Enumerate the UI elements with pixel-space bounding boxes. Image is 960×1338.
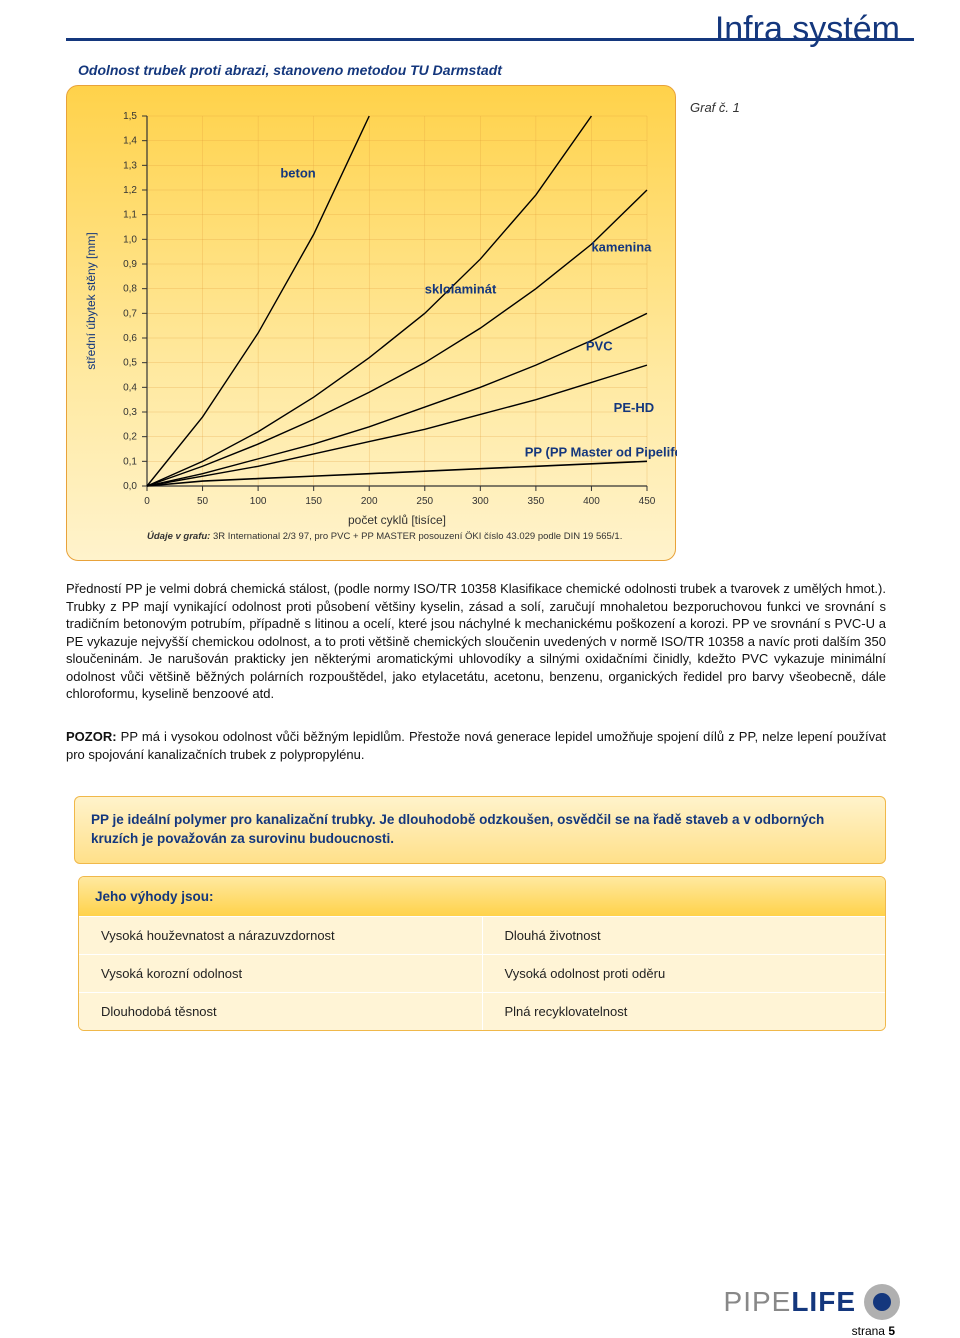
footer-logo: PIPELIFE	[724, 1284, 900, 1320]
paragraph-warning: POZOR: PP má i vysokou odolnost vůči běž…	[66, 728, 886, 763]
advantage-row: Dlouhodobá těsnostPlná recyklovatelnost	[79, 992, 885, 1030]
paragraph-chemical-resistance: Předností PP je velmi dobrá chemická stá…	[66, 580, 886, 703]
svg-text:0,5: 0,5	[123, 358, 137, 369]
svg-text:1,1: 1,1	[123, 210, 137, 221]
advantage-cell: Dlouhodobá těsnost	[79, 993, 483, 1030]
advantage-cell: Vysoká houževnatost a nárazuvzdornost	[79, 917, 483, 954]
svg-text:100: 100	[250, 496, 267, 507]
abrasion-chart: 0 50 100 150 200 250 300 350 400 450 0,0 0,1 0,2 0,3 0…	[67, 86, 677, 562]
svg-text:PE-HD: PE-HD	[614, 400, 654, 415]
advantage-row: Vysoká houževnatost a nárazuvzdornostDlo…	[79, 916, 885, 954]
svg-text:kamenina: kamenina	[591, 240, 652, 255]
svg-text:PP (PP Master od Pipelife): PP (PP Master od Pipelife)	[525, 444, 677, 459]
advantage-cell: Vysoká korozní odolnost	[79, 955, 483, 992]
svg-text:0,6: 0,6	[123, 333, 137, 344]
chart-source: Údaje v grafu: 3R International 2/3 97, …	[147, 531, 622, 542]
svg-text:beton: beton	[280, 166, 315, 181]
svg-text:50: 50	[197, 496, 209, 507]
svg-text:1,2: 1,2	[123, 185, 137, 196]
brand-title: Infra systém	[715, 10, 900, 49]
svg-text:0,0: 0,0	[123, 481, 137, 492]
advantages-card: Jeho výhody jsou: Vysoká houževnatost a …	[78, 876, 886, 1031]
svg-text:200: 200	[361, 496, 378, 507]
svg-text:0,4: 0,4	[123, 382, 137, 393]
svg-text:0,7: 0,7	[123, 308, 137, 319]
svg-text:sklolaminát: sklolaminát	[425, 282, 497, 297]
svg-text:400: 400	[583, 496, 600, 507]
svg-text:250: 250	[416, 496, 433, 507]
logo-text: PIPELIFE	[724, 1286, 856, 1318]
svg-text:300: 300	[472, 496, 489, 507]
svg-text:střední úbytek stěny [mm]: střední úbytek stěny [mm]	[84, 232, 98, 369]
svg-text:1,4: 1,4	[123, 136, 137, 147]
chart-caption: Odolnost trubek proti abrazi, stanoveno …	[78, 62, 502, 78]
svg-text:1,5: 1,5	[123, 111, 137, 122]
svg-text:350: 350	[528, 496, 545, 507]
svg-text:1,0: 1,0	[123, 234, 137, 245]
callout-ideal-polymer: PP je ideální polymer pro kanalizační tr…	[74, 796, 886, 864]
svg-text:150: 150	[305, 496, 322, 507]
advantages-header: Jeho výhody jsou:	[79, 877, 885, 916]
svg-text:450: 450	[639, 496, 656, 507]
svg-text:0,3: 0,3	[123, 407, 137, 418]
svg-text:1,3: 1,3	[123, 160, 137, 171]
advantage-cell: Plná recyklovatelnost	[483, 993, 886, 1030]
advantage-row: Vysoká korozní odolnostVysoká odolnost p…	[79, 954, 885, 992]
svg-text:0,9: 0,9	[123, 259, 137, 270]
page-number: strana 5	[852, 1324, 895, 1338]
svg-text:0,2: 0,2	[123, 432, 137, 443]
abrasion-chart-card: 0 50 100 150 200 250 300 350 400 450 0,0 0,1 0,2 0,3 0…	[66, 85, 676, 561]
svg-text:0: 0	[144, 496, 150, 507]
chart-number-label: Graf č. 1	[690, 100, 740, 115]
svg-text:PVC: PVC	[586, 338, 613, 353]
logo-icon	[864, 1284, 900, 1320]
advantage-cell: Dlouhá životnost	[483, 917, 886, 954]
svg-text:0,1: 0,1	[123, 456, 137, 467]
svg-text:0,8: 0,8	[123, 284, 137, 295]
advantage-cell: Vysoká odolnost proti oděru	[483, 955, 886, 992]
svg-text:počet cyklů [tisíce]: počet cyklů [tisíce]	[348, 513, 446, 527]
